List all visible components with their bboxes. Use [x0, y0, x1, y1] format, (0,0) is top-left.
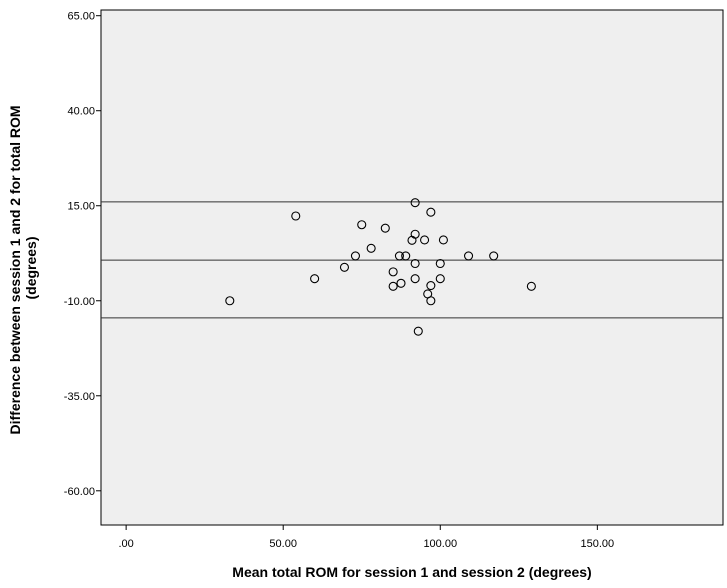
data-point [357, 220, 367, 230]
data-point [380, 223, 390, 233]
plot-area [100, 9, 724, 526]
data-point [366, 243, 376, 253]
y-tick-label: 65.00 [67, 11, 95, 23]
data-point [396, 278, 406, 288]
y-axis-title: Difference between session 1 and 2 for t… [7, 102, 39, 435]
data-point [426, 296, 436, 306]
y-axis-ticks: 65.00 40.00 15.00 -10.00 -35.00 -60.00 [64, 11, 101, 498]
data-point [489, 251, 499, 261]
data-point [413, 326, 423, 336]
x-tick-label: 50.00 [269, 538, 297, 550]
data-point [388, 281, 398, 291]
data-point [339, 262, 350, 272]
y-tick-label: -35.00 [64, 391, 95, 403]
y-axis-title-line-2: (degrees) [23, 236, 39, 299]
x-axis-ticks: .00 50.00 100.00 150.00 [118, 525, 614, 550]
data-point [420, 235, 430, 245]
y-tick-label: -60.00 [64, 486, 95, 498]
data-point [410, 258, 420, 269]
data-point [410, 274, 420, 284]
y-tick-label: 15.00 [67, 201, 95, 213]
data-point [426, 281, 436, 291]
data-point [388, 267, 398, 277]
data-points [225, 198, 536, 336]
data-point [438, 235, 448, 245]
x-axis-title: Mean total ROM for session 1 and session… [232, 564, 591, 580]
data-point [435, 274, 445, 284]
data-point [291, 211, 301, 221]
data-point [394, 251, 404, 261]
x-tick-label: .00 [118, 538, 133, 550]
y-tick-label: -10.00 [64, 296, 95, 308]
data-point [435, 258, 445, 269]
reference-lines [101, 201, 723, 319]
data-point [401, 251, 411, 261]
data-point [410, 229, 420, 239]
data-point [526, 281, 536, 291]
y-tick-label: 40.00 [67, 106, 95, 118]
data-point [410, 198, 420, 208]
data-point [426, 207, 436, 217]
data-point [350, 251, 361, 261]
x-tick-label: 100.00 [423, 538, 457, 550]
y-axis-title-line-1: Difference between session 1 and 2 for t… [7, 105, 23, 434]
data-point [463, 251, 474, 261]
data-point [310, 274, 320, 284]
data-point [225, 296, 235, 306]
x-tick-label: 150.00 [581, 538, 615, 550]
